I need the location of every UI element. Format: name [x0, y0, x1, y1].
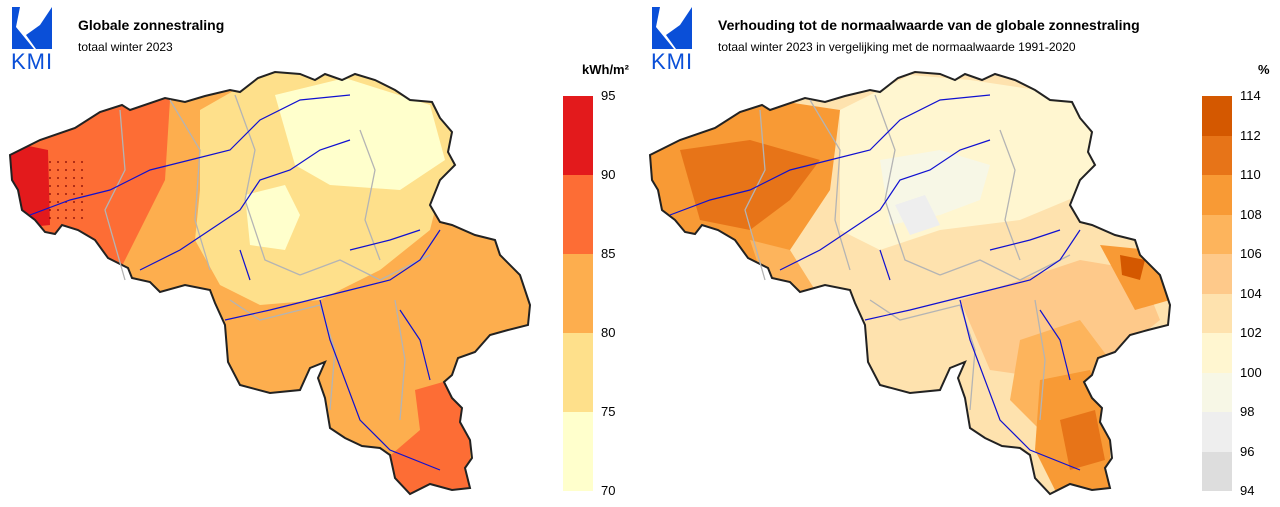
legend-swatch: [1202, 293, 1232, 333]
legend-swatch: [563, 96, 593, 175]
map-subtitle: totaal winter 2023: [78, 40, 173, 54]
belgium-radiation-map: [9, 71, 531, 495]
legend-tick-label: 70: [601, 483, 616, 498]
legend-unit: %: [1258, 62, 1270, 77]
legend-tick-label: 94: [1240, 483, 1255, 498]
ratio-panel: KMI Verhouding tot de normaalwaarde van …: [640, 0, 1280, 507]
rivers: [29, 94, 441, 471]
map-subtitle: totaal winter 2023 in vergelijking met d…: [718, 40, 1076, 54]
legend-tick-label: 108: [1240, 206, 1262, 222]
legend-swatch: [1202, 412, 1232, 452]
legend-swatch: [1202, 175, 1232, 215]
legend-swatch: [563, 175, 593, 254]
legend-tick-label: 80: [601, 325, 616, 340]
legend-tick-label: 85: [601, 246, 616, 261]
legend-tick-label: 95: [601, 88, 616, 103]
legend-tick-label: 112: [1240, 127, 1261, 143]
legend-swatch: [1202, 451, 1232, 491]
map-title: Verhouding tot de normaalwaarde van de g…: [718, 17, 1140, 33]
legend-swatch: [1202, 254, 1232, 294]
legend-tick-label: 102: [1240, 325, 1262, 340]
logo-text: KMI: [650, 49, 694, 74]
legend-tick-label: 100: [1240, 364, 1262, 380]
map-title: Globale zonnestraling: [78, 17, 225, 33]
legend-swatch: [563, 254, 593, 333]
kmi-logo: KMI: [6, 5, 58, 74]
legend-swatch: [1202, 372, 1232, 412]
legend-swatch: [1202, 96, 1232, 136]
legend-swatch: [1202, 333, 1232, 373]
solar-radiation-panel: KMI Globale zonnestraling totaal winter …: [6, 5, 629, 498]
legend-swatch: [1202, 214, 1232, 254]
legend-tick-label: 98: [1240, 404, 1255, 419]
legend-tick-label: 110: [1240, 167, 1261, 182]
legend-tick-label: 75: [601, 404, 616, 419]
legend-tick-label: 90: [601, 167, 616, 182]
legend-tick-label: 106: [1240, 246, 1262, 261]
legend-unit: kWh/m²: [582, 62, 629, 77]
legend-tick-label: 114: [1240, 88, 1261, 103]
kmi-logo: KMI: [646, 5, 698, 74]
legend-swatch: [563, 412, 593, 491]
legend-swatch: [1202, 135, 1232, 175]
legend-swatch: [563, 333, 593, 412]
legend-tick-label: 104: [1240, 285, 1262, 301]
rivers: [669, 94, 1081, 471]
belgium-ratio-map: [649, 71, 1171, 495]
legend-tick-label: 96: [1240, 443, 1255, 459]
logo-text: KMI: [10, 49, 54, 74]
dotted-region: [48, 160, 88, 220]
radiation-zones: [10, 72, 530, 494]
